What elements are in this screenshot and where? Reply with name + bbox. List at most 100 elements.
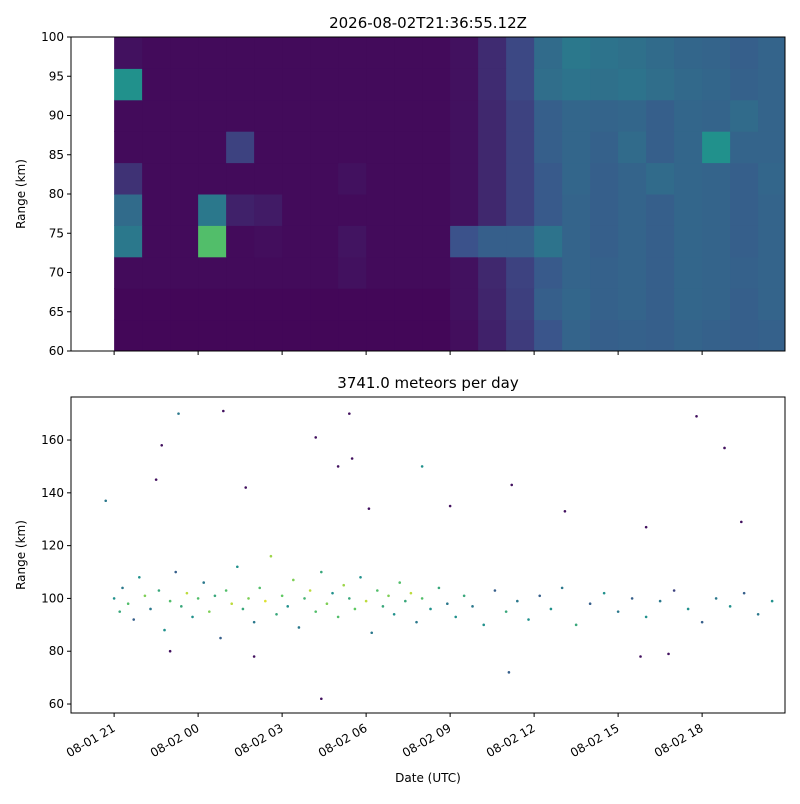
heatmap-cell <box>674 37 703 69</box>
heatmap-cell <box>422 319 451 351</box>
heatmap-cell <box>226 68 255 101</box>
heatmap-cell <box>562 162 591 195</box>
heatmap-cell <box>450 162 479 195</box>
meteor-point <box>126 602 130 606</box>
meteor-point <box>630 597 634 600</box>
heatmap-cell <box>198 256 227 289</box>
meteor-point <box>602 591 606 595</box>
meteor-point <box>588 602 592 606</box>
meteor-point <box>493 589 497 592</box>
heatmap-cell <box>366 194 395 226</box>
meteor-point <box>275 612 278 616</box>
heatmap-cell <box>646 68 675 101</box>
y-tick-label: 65 <box>49 305 64 319</box>
heatmap-cell <box>226 225 255 258</box>
heatmap-cell <box>758 131 785 164</box>
heatmap-cell <box>646 288 675 321</box>
heatmap-cell <box>310 99 339 132</box>
heatmap-cell <box>618 37 647 69</box>
meteor-point <box>269 554 273 558</box>
heatmap-cell <box>646 319 675 351</box>
heatmap-cell <box>422 162 451 195</box>
heatmap-cell <box>310 68 339 101</box>
heatmap-cell <box>450 99 479 132</box>
meteor-point <box>448 504 452 508</box>
heatmap-cell <box>730 131 759 164</box>
x-tick-label: 08-02 03 <box>232 721 286 760</box>
heatmap-cell <box>562 131 591 164</box>
meteor-point <box>247 597 250 600</box>
meteor-point <box>695 414 698 418</box>
heatmap-cell <box>702 99 731 132</box>
plot-area <box>104 409 774 701</box>
meteor-point <box>644 615 648 619</box>
meteor-point <box>132 618 136 621</box>
y-axis-label: Range (km) <box>14 159 28 229</box>
meteor-point <box>510 483 514 487</box>
meteor-point <box>367 507 371 510</box>
heatmap-cell <box>254 131 283 164</box>
x-tick-label: 08-02 15 <box>568 721 622 760</box>
meteor-point <box>723 446 726 450</box>
heatmap-cell <box>282 194 311 226</box>
meteor-point <box>429 607 432 611</box>
heatmap-cell <box>478 37 507 69</box>
heatmap-cell <box>562 225 591 258</box>
heatmap-cell <box>142 37 171 69</box>
meteor-point <box>168 649 172 653</box>
heatmap-cell <box>646 256 675 289</box>
heatmap-cell <box>506 68 535 101</box>
meteor-point <box>770 599 774 603</box>
heatmap-cell <box>730 99 759 132</box>
meteor-point <box>437 586 441 590</box>
heatmap-cell <box>702 194 731 226</box>
heatmap-cell <box>422 131 451 164</box>
heatmap-cell <box>534 99 563 132</box>
heatmap-cell <box>282 288 311 321</box>
heatmap-cell <box>506 131 535 164</box>
meteor-point <box>672 589 676 592</box>
heatmap-cell <box>394 68 423 101</box>
heatmap-cell <box>170 288 199 321</box>
meteor-point <box>686 607 690 611</box>
chart-title: 3741.0 meteors per day <box>337 374 519 392</box>
heatmap-cell <box>758 288 785 321</box>
heatmap-cell <box>282 99 311 132</box>
heatmap-cell <box>478 99 507 132</box>
meteor-point <box>742 591 746 595</box>
meteor-point <box>398 581 402 584</box>
meteor-point <box>420 597 424 600</box>
heatmap-cell <box>534 68 563 101</box>
heatmap-cell <box>758 99 785 132</box>
heatmap-cell <box>618 194 647 226</box>
y-tick-label: 80 <box>49 187 64 201</box>
meteor-point <box>353 607 357 611</box>
heatmap-cell <box>618 256 647 289</box>
x-tick-label: 08-02 12 <box>484 721 538 760</box>
meteor-point <box>286 605 290 608</box>
heatmap-cell <box>730 194 759 226</box>
heatmap-cell <box>310 162 339 195</box>
heatmap-cell <box>478 288 507 321</box>
meteor-point <box>308 589 312 592</box>
heatmap-cell <box>114 131 143 164</box>
heatmap-cell <box>618 288 647 321</box>
heatmap-cell <box>282 68 311 101</box>
meteor-point <box>639 655 642 658</box>
heatmap-cell <box>254 256 283 289</box>
heatmap-cell <box>366 288 395 321</box>
meteor-point <box>446 602 449 606</box>
heatmap-cell <box>450 68 479 101</box>
heatmap-cell <box>394 162 423 195</box>
heatmap-cell <box>394 99 423 132</box>
heatmap-cell <box>142 319 171 351</box>
heatmap-cell <box>198 162 227 195</box>
heatmap-cell <box>702 319 731 351</box>
heatmap-cell <box>422 288 451 321</box>
heatmap-cell <box>142 131 171 164</box>
heatmap-cell <box>170 37 199 69</box>
meteor-point <box>336 615 340 619</box>
heatmap-cell <box>674 194 703 226</box>
heatmap-cell <box>674 319 703 351</box>
heatmap-cell <box>478 225 507 258</box>
